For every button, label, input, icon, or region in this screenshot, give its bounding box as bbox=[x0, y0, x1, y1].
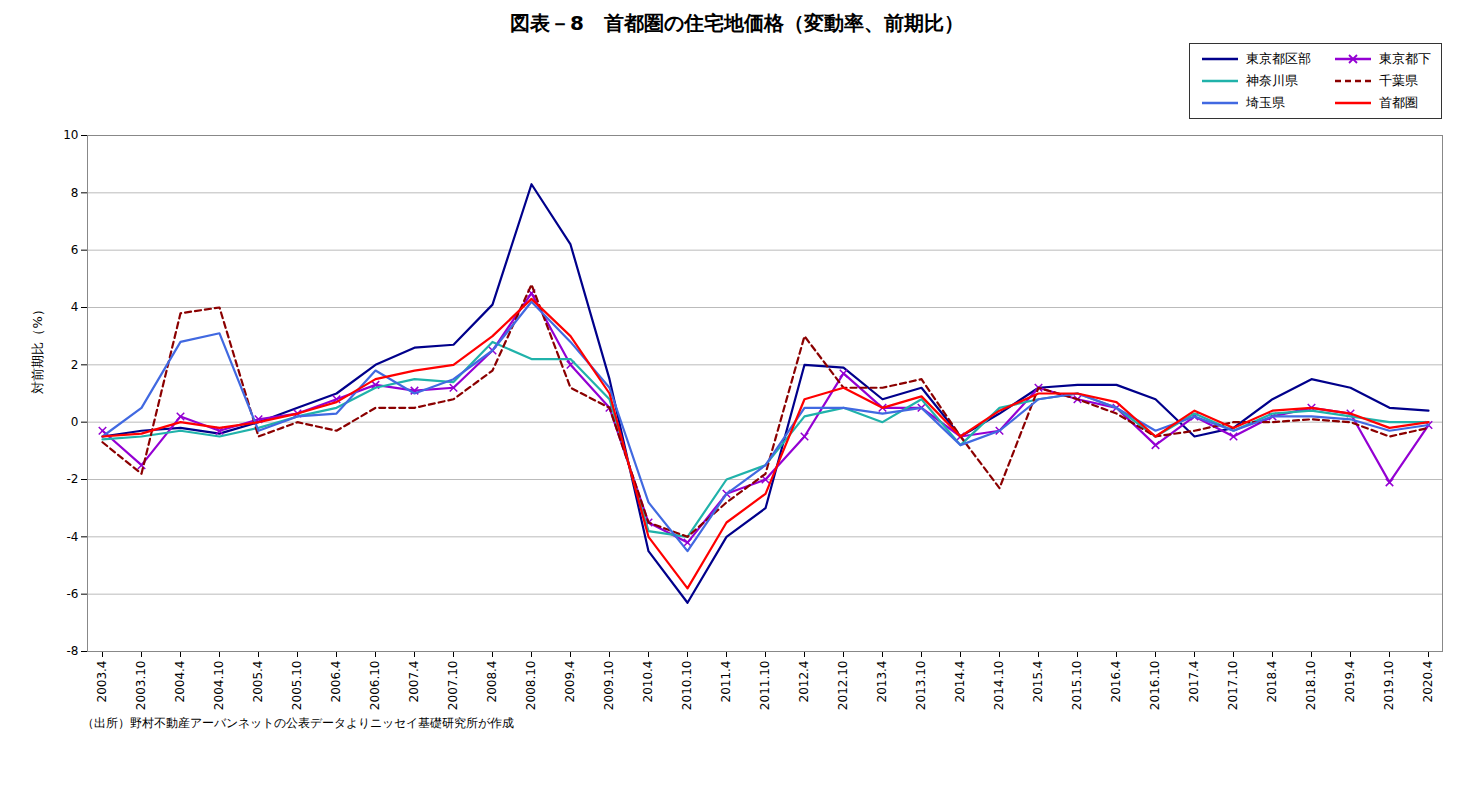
svg-text:2007.4: 2007.4 bbox=[407, 661, 421, 703]
svg-text:2003.10: 2003.10 bbox=[134, 661, 148, 711]
svg-text:2020.4: 2020.4 bbox=[1421, 661, 1435, 703]
html-text:埼玉県: 埼玉県 bbox=[1246, 95, 1285, 110]
svg-text:0: 0 bbox=[71, 415, 79, 429]
svg-text:2010.4: 2010.4 bbox=[641, 661, 655, 703]
svg-text:2013.4: 2013.4 bbox=[875, 661, 889, 703]
svg-text:2011.4: 2011.4 bbox=[719, 661, 733, 703]
svg-text:2014.4: 2014.4 bbox=[953, 661, 967, 703]
svg-text:-4: -4 bbox=[67, 530, 79, 544]
svg-text:2008.10: 2008.10 bbox=[524, 661, 538, 711]
svg-text:4: 4 bbox=[71, 300, 79, 314]
html-text:東京都下: 東京都下 bbox=[1379, 51, 1431, 66]
svg-text:2019.4: 2019.4 bbox=[1343, 661, 1357, 703]
svg-text:2016.4: 2016.4 bbox=[1109, 661, 1123, 703]
svg-text:対前期比（%）: 対前期比（%） bbox=[30, 303, 45, 393]
svg-text:2011.10: 2011.10 bbox=[758, 661, 772, 711]
svg-text:8: 8 bbox=[71, 186, 79, 200]
svg-text:2003.4: 2003.4 bbox=[95, 661, 109, 703]
svg-text:-8: -8 bbox=[67, 644, 79, 658]
svg-text:2012.10: 2012.10 bbox=[836, 661, 850, 711]
svg-text:2004.10: 2004.10 bbox=[212, 661, 226, 711]
svg-text:2010.10: 2010.10 bbox=[680, 661, 694, 711]
svg-text:2009.4: 2009.4 bbox=[563, 661, 577, 703]
html-text:（出所）野村不動産アーバンネットの公表データよりニッセイ基礎: （出所）野村不動産アーバンネットの公表データよりニッセイ基礎研究所が作成 bbox=[82, 716, 514, 730]
svg-text:2015.10: 2015.10 bbox=[1070, 661, 1084, 711]
svg-text:2008.4: 2008.4 bbox=[485, 661, 499, 703]
svg-text:2006.4: 2006.4 bbox=[329, 661, 343, 703]
svg-text:2014.10: 2014.10 bbox=[992, 661, 1006, 711]
svg-text:6: 6 bbox=[71, 243, 79, 257]
html-text:千葉県: 千葉県 bbox=[1379, 73, 1418, 88]
svg-text:2004.4: 2004.4 bbox=[173, 661, 187, 703]
svg-text:2018.4: 2018.4 bbox=[1265, 661, 1279, 703]
svg-text:2007.10: 2007.10 bbox=[446, 661, 460, 711]
svg-text:-6: -6 bbox=[67, 587, 79, 601]
svg-text:2006.10: 2006.10 bbox=[368, 661, 382, 711]
html-text:東京都区部: 東京都区部 bbox=[1246, 51, 1311, 66]
html-text:図表－8 首都圏の住宅地価格（変動率、前期比）: 図表－8 首都圏の住宅地価格（変動率、前期比） bbox=[510, 11, 964, 35]
html-text:首都圏: 首都圏 bbox=[1379, 95, 1418, 110]
html-text:神奈川県: 神奈川県 bbox=[1246, 73, 1298, 88]
svg-text:-2: -2 bbox=[67, 472, 79, 486]
svg-text:2012.4: 2012.4 bbox=[797, 661, 811, 703]
svg-text:2015.4: 2015.4 bbox=[1031, 661, 1045, 703]
svg-text:2005.4: 2005.4 bbox=[251, 661, 265, 703]
svg-text:2019.10: 2019.10 bbox=[1382, 661, 1396, 711]
svg-text:2016.10: 2016.10 bbox=[1148, 661, 1162, 711]
svg-text:2005.10: 2005.10 bbox=[290, 661, 304, 711]
svg-text:2013.10: 2013.10 bbox=[914, 661, 928, 711]
svg-text:2017.4: 2017.4 bbox=[1187, 661, 1201, 703]
svg-text:10: 10 bbox=[63, 128, 78, 142]
svg-text:2: 2 bbox=[71, 358, 79, 372]
svg-text:2017.10: 2017.10 bbox=[1226, 661, 1240, 711]
svg-text:2009.10: 2009.10 bbox=[602, 661, 616, 711]
svg-text:2018.10: 2018.10 bbox=[1304, 661, 1318, 711]
